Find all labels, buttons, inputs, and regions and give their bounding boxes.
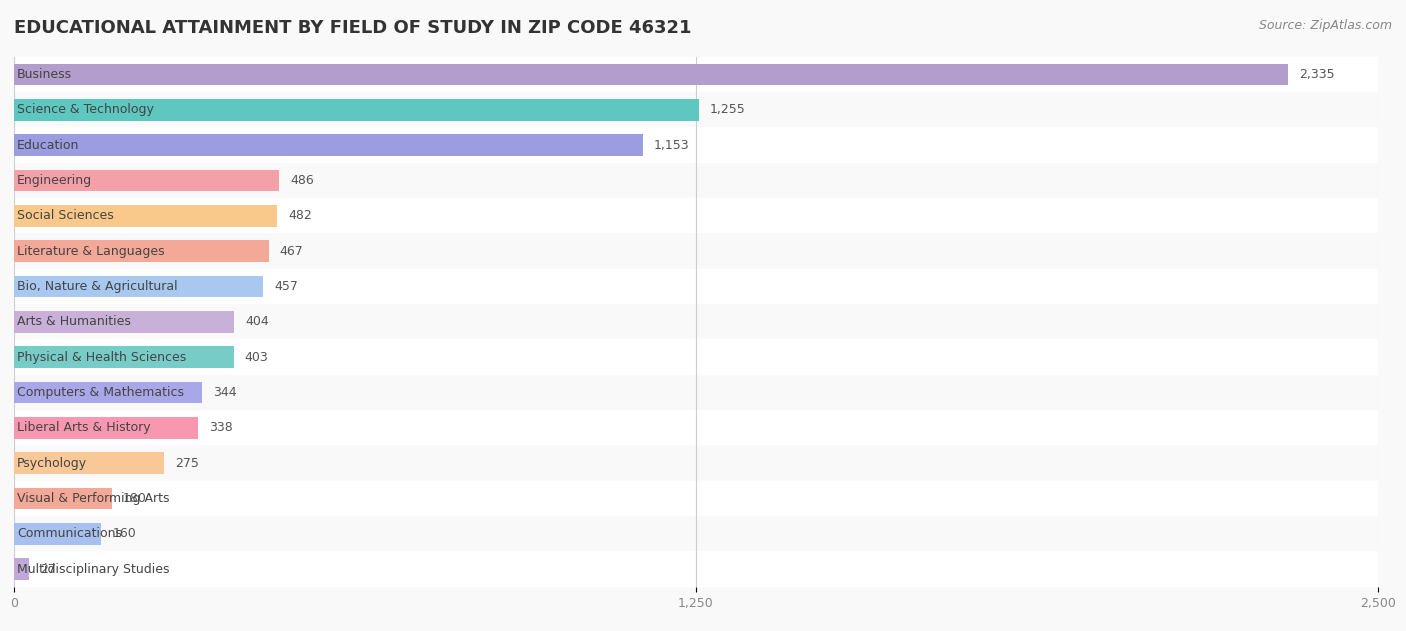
Text: Psychology: Psychology bbox=[17, 457, 87, 469]
Bar bbox=[14, 558, 28, 580]
Bar bbox=[14, 346, 233, 368]
Bar bbox=[14, 170, 280, 191]
Text: Communications: Communications bbox=[17, 528, 122, 540]
Bar bbox=[14, 269, 1378, 304]
Text: Arts & Humanities: Arts & Humanities bbox=[17, 316, 131, 328]
Bar bbox=[14, 205, 277, 227]
Text: 1,153: 1,153 bbox=[654, 139, 689, 151]
Bar bbox=[14, 375, 1378, 410]
Bar bbox=[14, 445, 1378, 481]
Text: 275: 275 bbox=[174, 457, 198, 469]
Text: 180: 180 bbox=[124, 492, 148, 505]
Bar bbox=[14, 452, 165, 474]
Bar bbox=[14, 417, 198, 439]
Bar bbox=[14, 551, 1378, 587]
Text: 486: 486 bbox=[290, 174, 314, 187]
Bar bbox=[14, 240, 269, 262]
Bar bbox=[14, 304, 1378, 339]
Text: EDUCATIONAL ATTAINMENT BY FIELD OF STUDY IN ZIP CODE 46321: EDUCATIONAL ATTAINMENT BY FIELD OF STUDY… bbox=[14, 19, 692, 37]
Text: 467: 467 bbox=[280, 245, 304, 257]
Bar bbox=[14, 481, 1378, 516]
Bar bbox=[14, 410, 1378, 445]
Text: Bio, Nature & Agricultural: Bio, Nature & Agricultural bbox=[17, 280, 177, 293]
Bar bbox=[14, 339, 1378, 375]
Bar bbox=[14, 311, 235, 333]
Text: Source: ZipAtlas.com: Source: ZipAtlas.com bbox=[1258, 19, 1392, 32]
Bar bbox=[14, 134, 643, 156]
Text: Liberal Arts & History: Liberal Arts & History bbox=[17, 422, 150, 434]
Bar bbox=[14, 276, 263, 297]
Text: 403: 403 bbox=[245, 351, 269, 363]
Bar bbox=[14, 99, 699, 121]
Bar bbox=[14, 488, 112, 509]
Text: 404: 404 bbox=[246, 316, 269, 328]
Bar bbox=[14, 198, 1378, 233]
Text: Engineering: Engineering bbox=[17, 174, 91, 187]
Text: 160: 160 bbox=[112, 528, 136, 540]
Text: 338: 338 bbox=[209, 422, 233, 434]
Text: Multidisciplinary Studies: Multidisciplinary Studies bbox=[17, 563, 169, 575]
Text: Physical & Health Sciences: Physical & Health Sciences bbox=[17, 351, 186, 363]
Text: Literature & Languages: Literature & Languages bbox=[17, 245, 165, 257]
Bar bbox=[14, 233, 1378, 269]
Text: 1,255: 1,255 bbox=[710, 103, 745, 116]
Text: Social Sciences: Social Sciences bbox=[17, 209, 114, 222]
Text: Education: Education bbox=[17, 139, 79, 151]
Text: 457: 457 bbox=[274, 280, 298, 293]
Bar bbox=[14, 382, 201, 403]
Text: 482: 482 bbox=[288, 209, 312, 222]
Text: Visual & Performing Arts: Visual & Performing Arts bbox=[17, 492, 169, 505]
Bar bbox=[14, 516, 1378, 551]
Text: Business: Business bbox=[17, 68, 72, 81]
Text: 2,335: 2,335 bbox=[1299, 68, 1334, 81]
Text: 344: 344 bbox=[212, 386, 236, 399]
Text: 27: 27 bbox=[39, 563, 56, 575]
Bar bbox=[14, 163, 1378, 198]
Bar bbox=[14, 127, 1378, 163]
Bar bbox=[14, 57, 1378, 92]
Text: Science & Technology: Science & Technology bbox=[17, 103, 153, 116]
Bar bbox=[14, 92, 1378, 127]
Text: Computers & Mathematics: Computers & Mathematics bbox=[17, 386, 184, 399]
Bar bbox=[14, 64, 1288, 85]
Bar bbox=[14, 523, 101, 545]
